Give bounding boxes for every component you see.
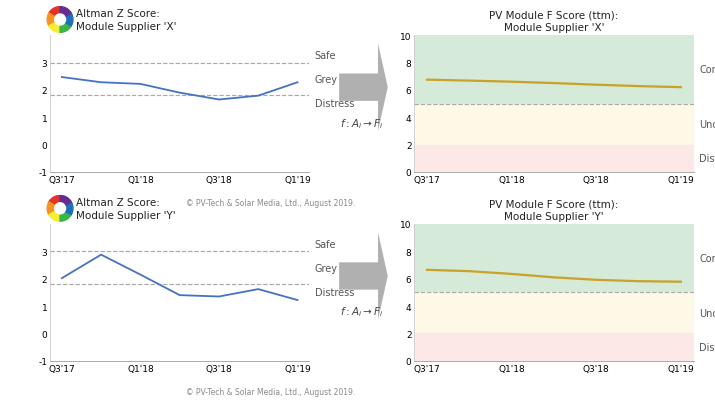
Wedge shape (60, 212, 72, 222)
Text: Safe: Safe (315, 239, 336, 249)
Wedge shape (49, 212, 60, 222)
Wedge shape (49, 196, 60, 205)
Bar (415, 145, 694, 172)
Text: Grey: Grey (315, 75, 337, 85)
Polygon shape (339, 233, 388, 320)
Text: Comfort: Comfort (699, 253, 715, 263)
Bar (415, 225, 694, 293)
Text: Distress: Distress (699, 154, 715, 164)
Text: Grey: Grey (315, 263, 337, 273)
Text: © PV-Tech & Solar Media, Ltd., August 2019.: © PV-Tech & Solar Media, Ltd., August 20… (186, 198, 355, 208)
Wedge shape (47, 203, 54, 215)
Text: $f: A_i \rightarrow F_i$: $f: A_i \rightarrow F_i$ (340, 305, 383, 319)
Polygon shape (339, 44, 388, 132)
Wedge shape (49, 24, 60, 33)
Wedge shape (60, 8, 72, 17)
Text: Safe: Safe (315, 51, 336, 61)
Text: PV Module F Score (ttm):: PV Module F Score (ttm): (489, 10, 618, 20)
Bar (415, 334, 694, 361)
Text: Module Supplier 'X': Module Supplier 'X' (503, 23, 604, 33)
Wedge shape (47, 14, 54, 27)
Text: Altman Z Score:: Altman Z Score: (76, 198, 159, 208)
Text: © PV-Tech & Solar Media, Ltd., August 2019.: © PV-Tech & Solar Media, Ltd., August 20… (186, 387, 355, 396)
Text: $f: A_i \rightarrow F_i$: $f: A_i \rightarrow F_i$ (340, 117, 383, 130)
Text: Module Supplier 'Y': Module Supplier 'Y' (504, 211, 603, 221)
Text: Module Supplier 'X': Module Supplier 'X' (76, 22, 177, 32)
Text: Uncertainty: Uncertainty (699, 120, 715, 130)
Bar (415, 36, 694, 104)
Wedge shape (66, 14, 73, 27)
Text: Comfort: Comfort (699, 65, 715, 75)
Text: Altman Z Score:: Altman Z Score: (76, 10, 159, 19)
Text: PV Module F Score (ttm):: PV Module F Score (ttm): (489, 198, 618, 209)
Text: Uncertainty: Uncertainty (699, 308, 715, 318)
Bar (415, 104, 694, 145)
Wedge shape (60, 196, 72, 205)
Text: Module Supplier 'Y': Module Supplier 'Y' (76, 211, 175, 220)
Text: Distress: Distress (699, 342, 715, 352)
Bar (415, 293, 694, 334)
Text: Distress: Distress (315, 287, 354, 297)
Wedge shape (49, 8, 60, 17)
Wedge shape (60, 24, 72, 33)
Wedge shape (66, 203, 73, 215)
Text: Distress: Distress (315, 99, 354, 109)
